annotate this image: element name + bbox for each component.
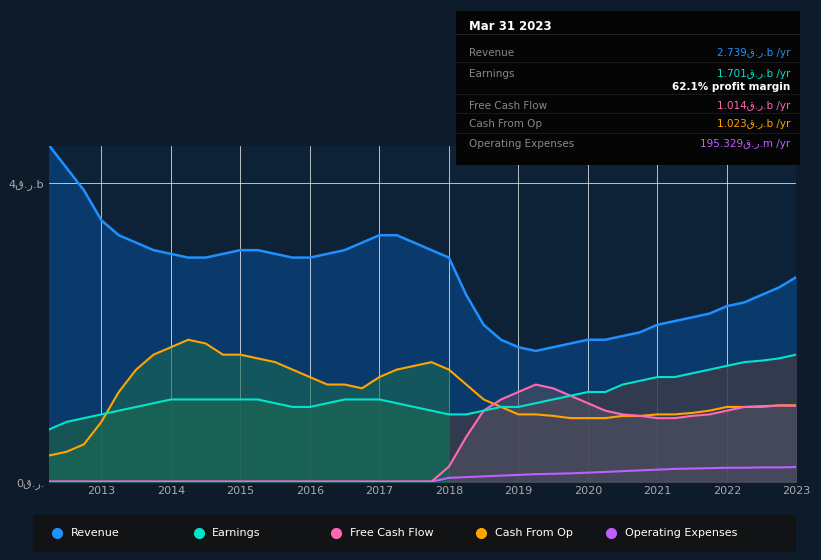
- Text: Free Cash Flow: Free Cash Flow: [470, 101, 548, 111]
- Text: Revenue: Revenue: [470, 48, 515, 58]
- Text: 62.1% profit margin: 62.1% profit margin: [672, 82, 790, 92]
- Text: 1.701ق.ر.b /yr: 1.701ق.ر.b /yr: [717, 68, 790, 78]
- Text: Cash From Op: Cash From Op: [495, 529, 573, 538]
- Text: 2.739ق.ر.b /yr: 2.739ق.ر.b /yr: [717, 48, 790, 58]
- Text: Mar 31 2023: Mar 31 2023: [470, 21, 552, 34]
- Text: Operating Expenses: Operating Expenses: [470, 139, 575, 150]
- Text: Operating Expenses: Operating Expenses: [625, 529, 737, 538]
- Text: Earnings: Earnings: [470, 68, 515, 78]
- Text: Revenue: Revenue: [71, 529, 120, 538]
- Text: 1.023ق.ر.b /yr: 1.023ق.ر.b /yr: [717, 119, 790, 129]
- Text: 1.014ق.ر.b /yr: 1.014ق.ر.b /yr: [717, 101, 790, 111]
- Text: Free Cash Flow: Free Cash Flow: [350, 529, 433, 538]
- Text: Earnings: Earnings: [213, 529, 261, 538]
- Text: Cash From Op: Cash From Op: [470, 119, 543, 129]
- Text: 195.329ق.ر.m /yr: 195.329ق.ر.m /yr: [699, 139, 790, 150]
